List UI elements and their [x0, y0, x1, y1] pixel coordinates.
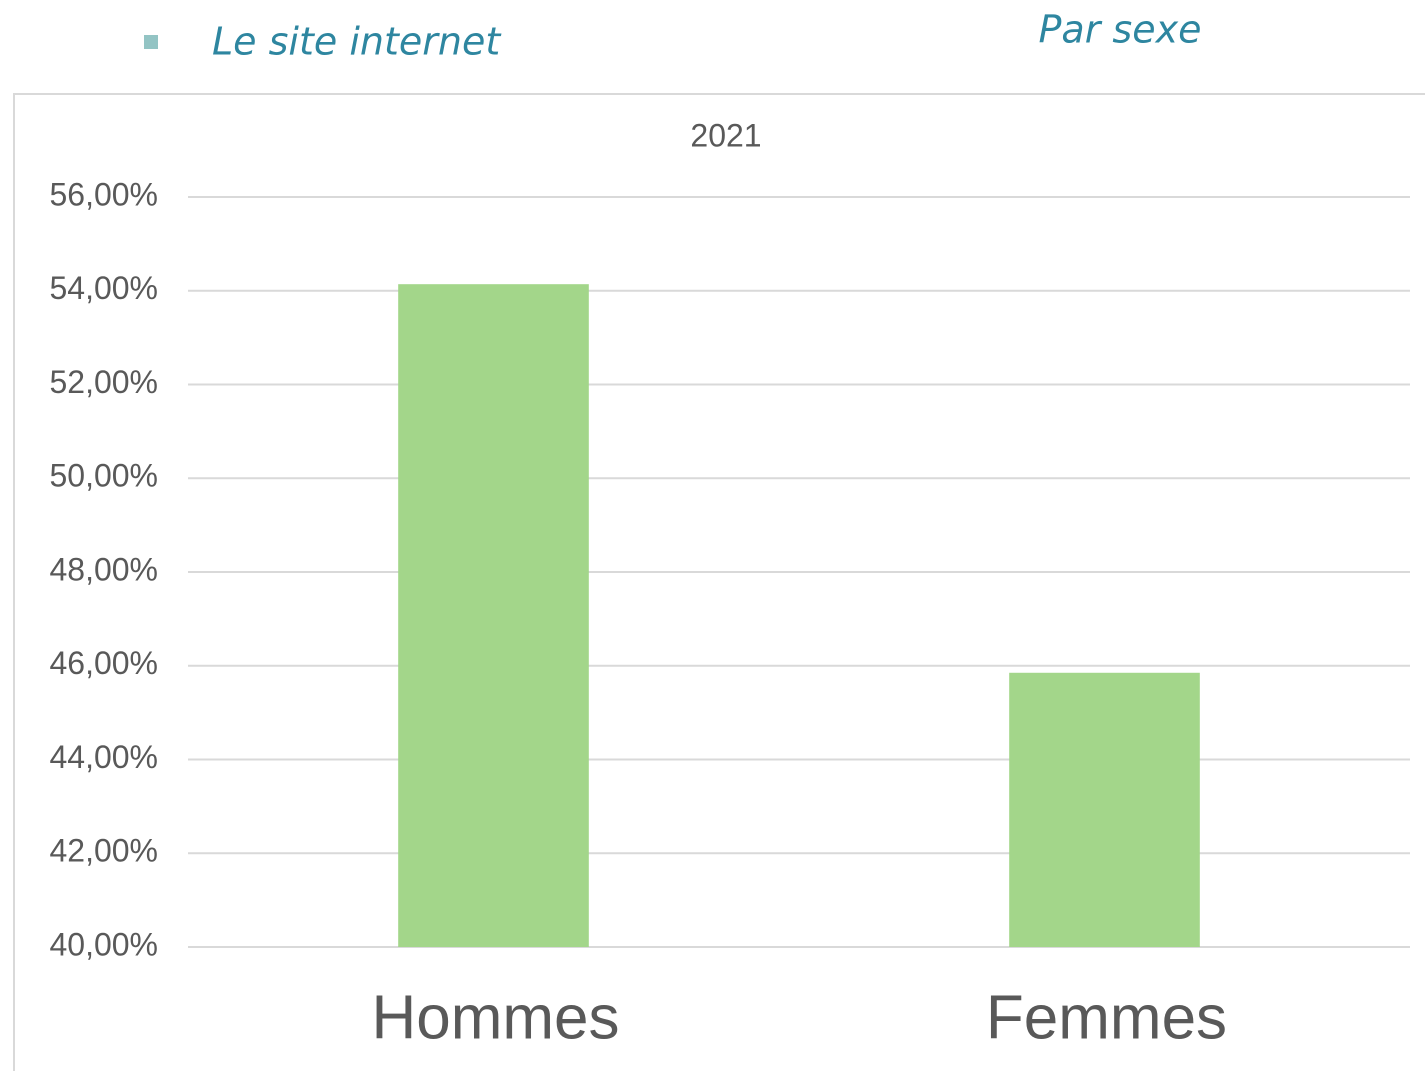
chart-title: 2021 [690, 117, 761, 153]
y-tick-label: 46,00% [49, 645, 158, 681]
bullet-square [144, 35, 158, 49]
y-tick-label: 52,00% [49, 364, 158, 400]
y-tick-label: 40,00% [49, 926, 158, 962]
y-tick-label: 42,00% [49, 833, 158, 869]
x-tick-label: Femmes [986, 983, 1227, 1052]
y-tick-label: 48,00% [49, 551, 158, 587]
y-tick-label: 54,00% [49, 270, 158, 306]
x-tick-label: Hommes [371, 983, 619, 1052]
bar [1009, 672, 1200, 947]
bullet-text: Le site internet [212, 20, 502, 64]
y-tick-label: 56,00% [49, 176, 158, 212]
heading: Par sexe [1039, 8, 1202, 52]
bar [398, 284, 589, 947]
y-tick-label: 44,00% [49, 739, 158, 775]
chart-frame [13, 93, 1425, 1071]
y-tick-label: 50,00% [49, 458, 158, 494]
